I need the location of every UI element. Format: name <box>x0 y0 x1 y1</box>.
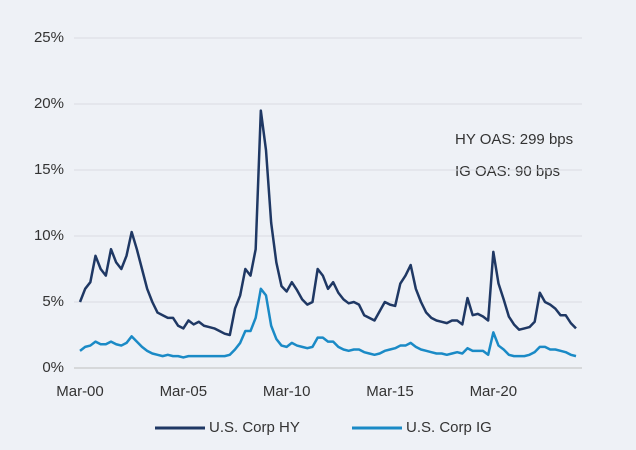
x-tick-label: Mar-20 <box>470 383 518 400</box>
x-tick-label: Mar-10 <box>263 383 311 400</box>
x-tick-label: Mar-15 <box>366 383 414 400</box>
annotation: IG OAS: 90 bps <box>455 163 560 180</box>
annotation: HY OAS: 299 bps <box>455 131 573 148</box>
y-tick-label: 0% <box>42 359 64 376</box>
y-tick-label: 15% <box>34 161 64 178</box>
series-line <box>79 287 577 359</box>
x-tick-label: Mar-00 <box>56 383 104 400</box>
y-tick-label: 5% <box>42 293 64 310</box>
x-tick-label: Mar-05 <box>160 383 208 400</box>
legend-label: U.S. Corp IG <box>406 419 492 436</box>
y-tick-label: 25% <box>34 29 64 46</box>
y-tick-label: 10% <box>34 227 64 244</box>
y-tick-label: 20% <box>34 95 64 112</box>
legend-label: U.S. Corp HY <box>209 419 300 436</box>
series-line <box>78 109 577 337</box>
